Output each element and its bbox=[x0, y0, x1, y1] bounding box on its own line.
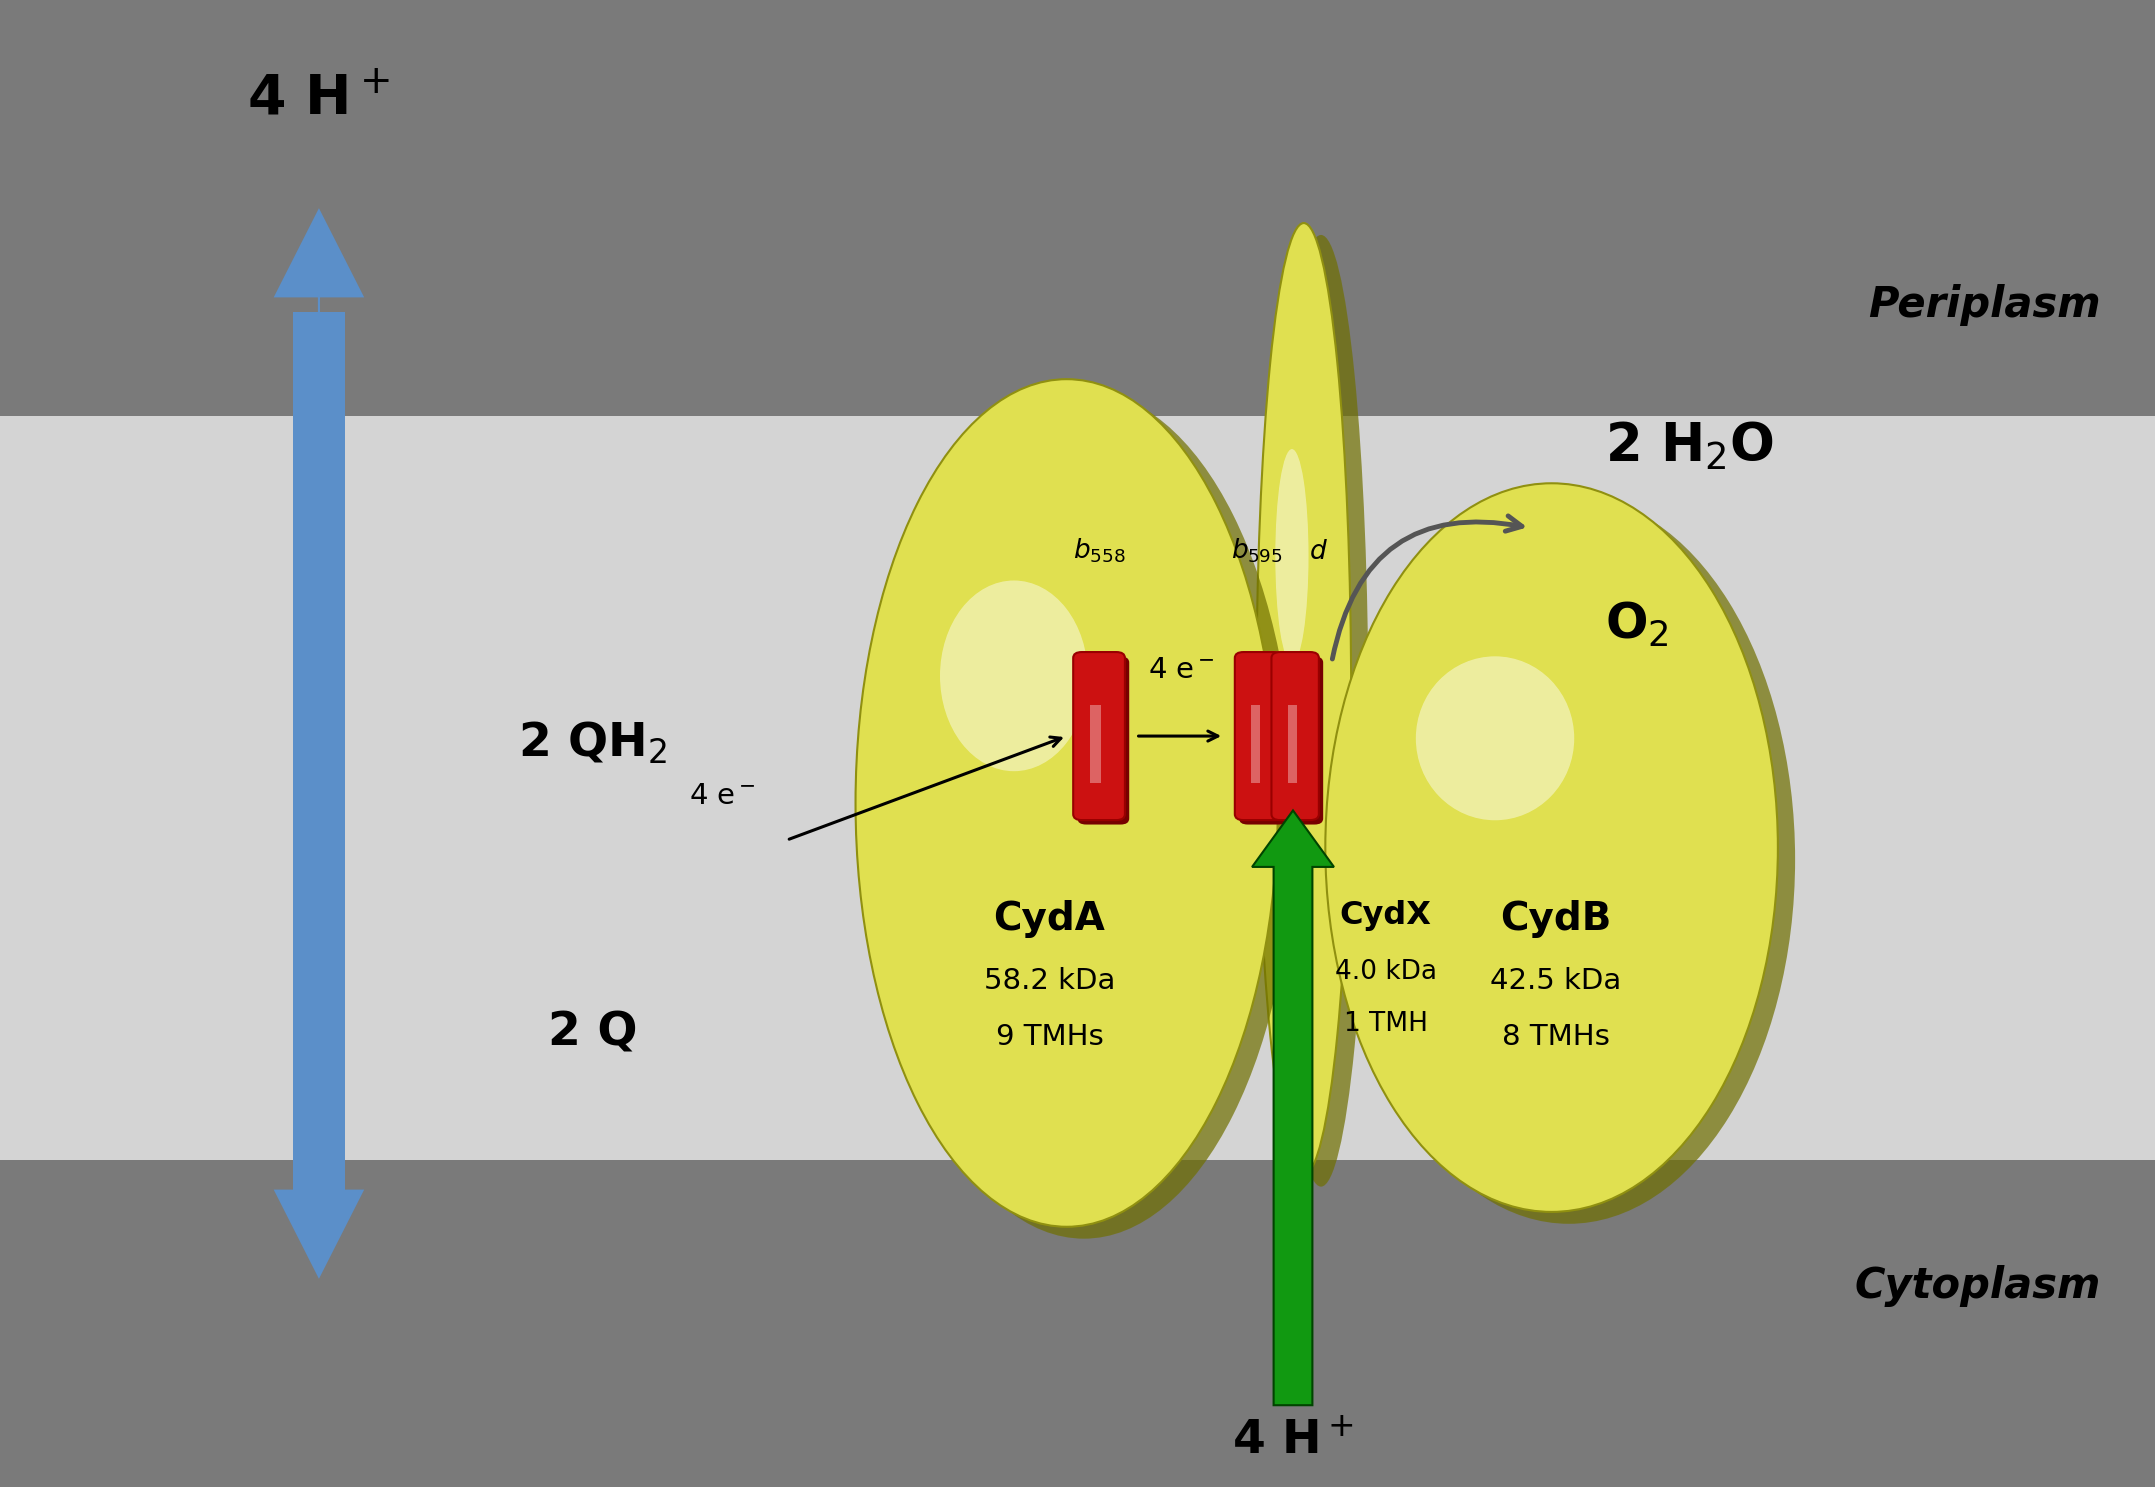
Text: 4 e$^-$: 4 e$^-$ bbox=[687, 782, 756, 809]
Bar bbox=[0, 416, 2155, 1160]
Text: CydX: CydX bbox=[1340, 900, 1431, 931]
Text: 58.2 kDa: 58.2 kDa bbox=[985, 967, 1114, 995]
Text: 2 Q: 2 Q bbox=[547, 1011, 638, 1056]
Ellipse shape bbox=[873, 391, 1295, 1239]
Ellipse shape bbox=[856, 379, 1278, 1227]
Text: $d$: $d$ bbox=[1310, 540, 1327, 565]
Text: 8 TMHs: 8 TMHs bbox=[1502, 1023, 1610, 1051]
FancyBboxPatch shape bbox=[1078, 657, 1129, 824]
Ellipse shape bbox=[1256, 223, 1351, 1175]
Bar bbox=[1090, 705, 1101, 782]
Ellipse shape bbox=[1276, 449, 1308, 663]
FancyBboxPatch shape bbox=[1276, 657, 1323, 824]
Text: Periplasm: Periplasm bbox=[1868, 284, 2101, 326]
Ellipse shape bbox=[1325, 483, 1778, 1212]
FancyBboxPatch shape bbox=[1271, 651, 1319, 821]
Bar bbox=[1287, 705, 1297, 782]
Text: 1 TMH: 1 TMH bbox=[1345, 1011, 1427, 1036]
FancyArrow shape bbox=[274, 208, 364, 312]
Text: 4 H$^+$: 4 H$^+$ bbox=[1233, 1420, 1353, 1465]
Bar bbox=[1250, 705, 1261, 782]
Text: 4 H$^+$: 4 H$^+$ bbox=[248, 73, 390, 126]
Text: 9 TMHs: 9 TMHs bbox=[996, 1023, 1103, 1051]
Ellipse shape bbox=[1274, 235, 1368, 1187]
Text: 2 H$_2$O: 2 H$_2$O bbox=[1605, 419, 1774, 473]
FancyBboxPatch shape bbox=[1235, 651, 1282, 821]
Text: O$_2$: O$_2$ bbox=[1605, 599, 1670, 650]
Text: 4 e$^-$: 4 e$^-$ bbox=[1146, 656, 1215, 684]
FancyArrowPatch shape bbox=[1332, 516, 1521, 659]
Text: Cytoplasm: Cytoplasm bbox=[1855, 1265, 2101, 1307]
Bar bbox=[293, 312, 345, 1197]
Text: CydB: CydB bbox=[1500, 900, 1612, 938]
FancyBboxPatch shape bbox=[1073, 651, 1125, 821]
Ellipse shape bbox=[1416, 656, 1573, 821]
Ellipse shape bbox=[940, 580, 1088, 772]
Text: 42.5 kDa: 42.5 kDa bbox=[1491, 967, 1621, 995]
Text: 4.0 kDa: 4.0 kDa bbox=[1334, 959, 1437, 984]
Ellipse shape bbox=[1343, 495, 1795, 1224]
Text: $b_{558}$: $b_{558}$ bbox=[1073, 537, 1125, 565]
Text: $b_{595}$: $b_{595}$ bbox=[1231, 537, 1282, 565]
FancyArrow shape bbox=[274, 1190, 364, 1279]
FancyBboxPatch shape bbox=[1239, 657, 1287, 824]
FancyArrow shape bbox=[1252, 810, 1334, 1405]
Text: CydA: CydA bbox=[993, 900, 1106, 938]
Text: 2 QH$_2$: 2 QH$_2$ bbox=[517, 720, 668, 767]
